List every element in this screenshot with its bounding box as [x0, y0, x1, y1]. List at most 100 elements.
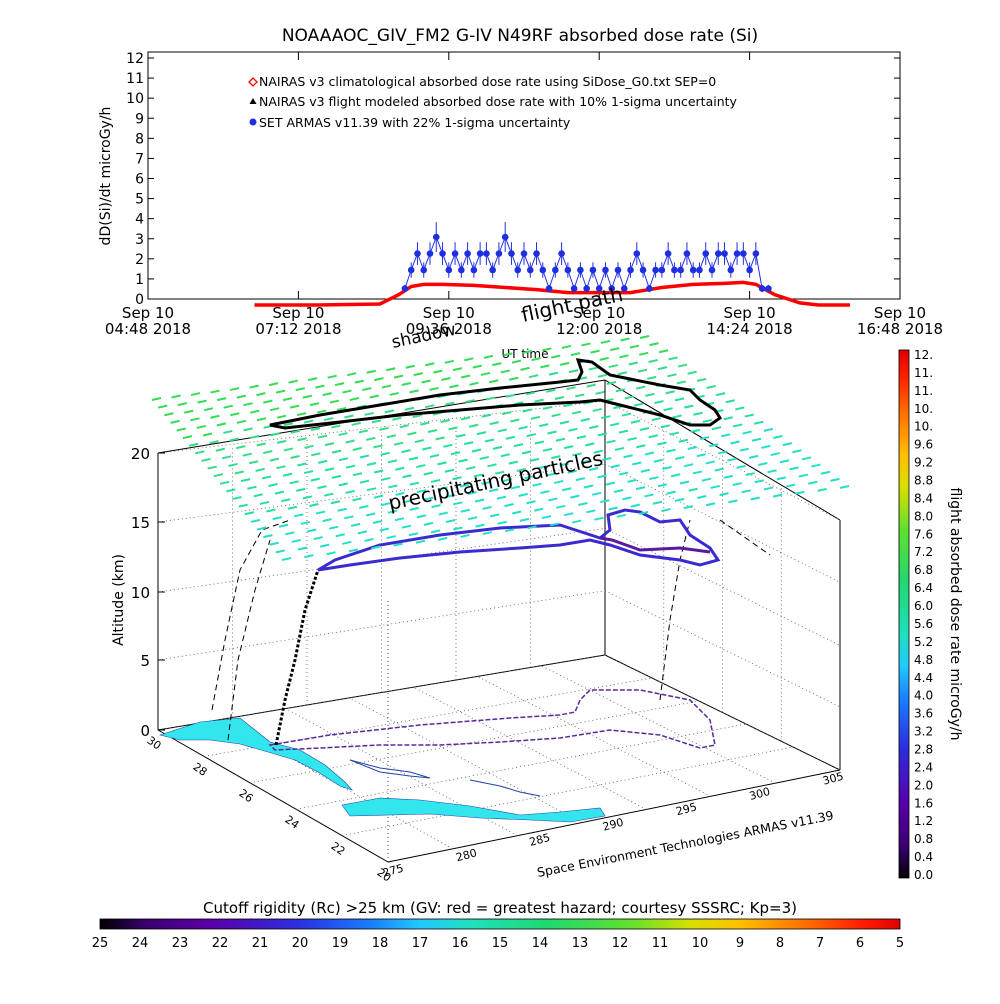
- precip-dash: [409, 481, 419, 486]
- precip-dash: [495, 470, 505, 475]
- dose-colorbar-tick-label: 1.6: [914, 796, 933, 810]
- precip-dash: [288, 379, 298, 384]
- precip-dash: [674, 397, 685, 402]
- precip-dash: [556, 504, 566, 509]
- precip-dash: [310, 427, 321, 432]
- precip-dash: [609, 422, 620, 427]
- latitude-tick-label: 24: [283, 813, 302, 832]
- dose-colorbar-tick-label: 0.4: [914, 850, 933, 864]
- projection-line: [719, 519, 771, 556]
- dose-colorbar-tick-label: 6.8: [914, 563, 933, 577]
- armas-data-point: [664, 250, 672, 257]
- precip-dash: [741, 489, 751, 494]
- precip-dash: [471, 448, 482, 453]
- projection-line: [227, 539, 271, 741]
- precip-dash: [352, 497, 362, 502]
- cutoff-colorbar-tick-label: 10: [692, 936, 709, 951]
- precip-dash: [401, 524, 412, 529]
- armas-data-point: [714, 250, 722, 257]
- precip-dash: [505, 435, 516, 440]
- precip-dash: [651, 417, 662, 422]
- precip-dash: [597, 474, 607, 479]
- armas-data-point: [646, 285, 653, 292]
- precip-dash: [249, 384, 259, 389]
- precip-dash: [589, 425, 599, 430]
- precip-dash: [630, 503, 641, 508]
- precip-dash: [270, 432, 280, 437]
- precip-dash: [412, 414, 422, 419]
- latitude-tick-label: 28: [191, 760, 210, 779]
- y-tick-label: 2: [135, 252, 144, 268]
- precip-dash: [732, 482, 742, 487]
- precip-dash: [322, 392, 332, 397]
- precip-dash: [386, 535, 396, 540]
- precip-dash: [289, 404, 300, 409]
- precip-dash: [334, 382, 345, 387]
- longitude-tick-label: 275: [381, 862, 405, 880]
- dose-colorbar-tick-label: 9.6: [914, 438, 933, 452]
- precip-dash: [776, 476, 787, 481]
- island-chain: [349, 759, 431, 779]
- diamond-marker-icon: [248, 77, 258, 87]
- projection-line: [659, 519, 691, 701]
- precip-dash: [317, 434, 328, 439]
- precip-dash: [785, 483, 796, 488]
- precip-dash: [401, 382, 412, 386]
- precip-dash: [263, 399, 273, 404]
- precip-dash: [735, 406, 745, 411]
- cutoff-rigidity-grid: [151, 335, 850, 561]
- precip-dash: [304, 554, 314, 559]
- armas-data-point: [652, 266, 659, 274]
- precip-dash: [263, 450, 273, 455]
- precip-dash: [683, 463, 694, 468]
- cutoff-colorbar-title: Cutoff rigidity (Rc) >25 km (GV: red = g…: [203, 899, 797, 917]
- precip-dash: [438, 536, 448, 541]
- precip-dash: [581, 342, 591, 347]
- cutoff-colorbar-gradient: [99, 918, 901, 930]
- armas-data-point: [677, 266, 684, 274]
- precip-dash: [255, 467, 265, 472]
- precip-dash: [429, 453, 440, 458]
- precip-dash: [721, 433, 731, 438]
- armas-data-point: [514, 266, 522, 274]
- precip-dash: [476, 431, 487, 436]
- precip-dash: [435, 436, 445, 441]
- precip-dash: [725, 399, 735, 404]
- armas-data-point: [533, 250, 540, 257]
- precip-dash: [606, 439, 616, 444]
- precip-dash: [345, 489, 355, 494]
- armas-data-point: [702, 250, 710, 257]
- precip-dash: [763, 427, 774, 432]
- precip-dash: [668, 356, 678, 361]
- precip-dash: [489, 488, 499, 493]
- precip-dash: [657, 441, 667, 446]
- precip-dash: [345, 439, 355, 444]
- precip-dash: [672, 414, 682, 419]
- precip-dash: [571, 410, 582, 415]
- precip-dash: [782, 442, 793, 447]
- armas-data-point: [746, 266, 753, 274]
- precip-dash: [344, 515, 354, 520]
- precip-dash: [352, 472, 363, 477]
- armas-data-point: [526, 266, 534, 274]
- land-map: [158, 717, 606, 823]
- precip-dash: [463, 441, 474, 446]
- precip-dash: [393, 542, 403, 547]
- precip-dash: [696, 377, 707, 382]
- armas-data-point: [501, 233, 509, 241]
- precip-dash: [489, 421, 499, 426]
- precip-dash: [662, 466, 672, 470]
- precip-dash: [635, 385, 646, 390]
- precip-dash: [599, 356, 609, 361]
- precip-dash: [566, 386, 576, 391]
- cutoff-colorbar-tick-label: 9: [736, 936, 744, 951]
- precip-dash: [373, 494, 384, 499]
- armas-data-point: [520, 250, 528, 257]
- dose-colorbar-tick-label: 4.4: [914, 671, 933, 685]
- x-tick-label-date: Sep 10: [423, 304, 475, 322]
- precip-dash: [324, 467, 335, 472]
- precip-dash: [315, 510, 326, 515]
- precip-dash: [324, 417, 334, 422]
- dose-colorbar-tick-label: 8.4: [914, 491, 933, 505]
- precip-dash: [636, 444, 646, 449]
